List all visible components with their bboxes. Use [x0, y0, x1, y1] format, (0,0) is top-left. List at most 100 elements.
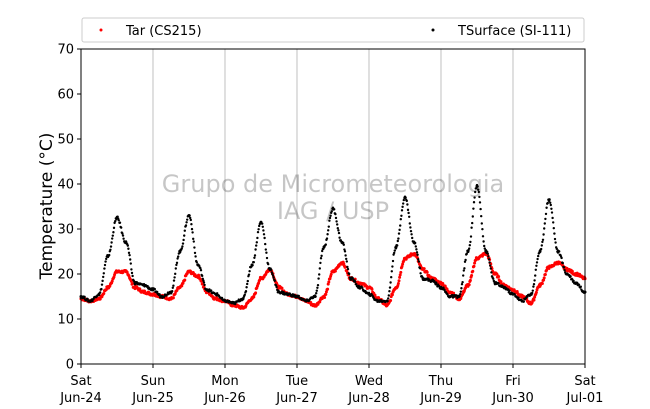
data-point: [546, 201, 549, 205]
data-point: [109, 245, 113, 248]
data-point: [532, 282, 536, 286]
data-point: [175, 261, 179, 265]
data-point: [86, 297, 89, 301]
data-point: [484, 250, 488, 253]
data-point: [317, 277, 320, 280]
data-point: [411, 236, 414, 240]
data-point: [452, 291, 456, 295]
data-point: [520, 295, 524, 298]
data-point: [322, 245, 326, 249]
data-point: [330, 210, 333, 213]
data-point: [172, 284, 175, 287]
data-point: [112, 226, 116, 230]
data-point: [556, 250, 560, 253]
data-point: [477, 190, 480, 194]
data-point: [469, 235, 473, 238]
data-point: [171, 286, 174, 289]
data-point: [556, 261, 560, 265]
data-point: [156, 290, 159, 294]
data-point: [192, 237, 195, 241]
data-point: [465, 252, 468, 255]
data-point: [268, 268, 272, 271]
data-point: [574, 281, 578, 285]
data-point: [478, 201, 482, 204]
data-point: [175, 288, 179, 292]
data-point: [246, 279, 249, 283]
data-point: [315, 289, 318, 292]
y-tick-label: 50: [57, 133, 74, 148]
data-point: [435, 281, 438, 284]
data-point: [534, 274, 537, 277]
data-point: [536, 257, 539, 261]
data-point: [103, 267, 106, 270]
data-point: [232, 301, 236, 305]
data-point: [115, 216, 119, 220]
data-point: [325, 237, 329, 240]
data-point: [480, 222, 483, 225]
data-point: [265, 256, 269, 260]
data-point: [475, 256, 479, 260]
data-point: [520, 299, 524, 303]
data-point: [256, 230, 260, 234]
data-point: [493, 281, 497, 285]
data-point: [410, 233, 413, 236]
data-point: [151, 292, 155, 296]
data-point: [547, 198, 551, 202]
data-point: [544, 212, 548, 216]
data-point: [385, 304, 389, 307]
data-point: [534, 290, 538, 294]
data-point: [183, 234, 186, 237]
data-point: [408, 215, 411, 218]
data-point: [253, 254, 257, 257]
data-point: [313, 304, 317, 307]
data-point: [342, 243, 345, 246]
data-point: [103, 263, 107, 267]
y-tick-label: 30: [57, 223, 74, 238]
data-point: [329, 214, 332, 217]
data-point: [399, 224, 402, 227]
data-point: [130, 271, 134, 275]
data-point: [540, 282, 544, 286]
data-point: [253, 256, 256, 259]
data-point: [127, 251, 131, 255]
data-point: [127, 247, 130, 250]
legend-box: [81, 17, 585, 43]
data-point: [193, 251, 197, 255]
data-point: [543, 227, 546, 230]
data-point: [214, 292, 218, 296]
data-point: [403, 256, 407, 260]
data-point: [114, 220, 117, 223]
data-point: [122, 237, 125, 240]
data-point: [393, 251, 396, 255]
data-point: [499, 280, 503, 284]
data-point: [459, 290, 462, 293]
data-point: [466, 283, 470, 287]
data-point: [470, 273, 474, 277]
data-point: [464, 258, 467, 262]
data-point: [264, 242, 267, 246]
data-point: [177, 255, 180, 258]
data-point: [553, 237, 557, 241]
data-point: [331, 207, 335, 211]
data-point: [178, 250, 182, 253]
y-tick-label: 60: [57, 88, 74, 103]
data-point: [517, 296, 520, 299]
y-tick-label: 40: [57, 178, 74, 193]
data-point: [399, 270, 403, 274]
data-point: [120, 226, 123, 229]
data-point: [151, 288, 155, 292]
legend: Tar (CS215) TSurface (SI-111): [81, 17, 585, 43]
data-point: [337, 231, 341, 235]
data-point: [387, 294, 390, 297]
data-point: [389, 299, 393, 303]
data-point: [248, 269, 251, 273]
data-point: [174, 272, 177, 276]
data-point: [250, 263, 254, 267]
data-point: [480, 214, 483, 218]
data-point: [460, 287, 463, 290]
data-point: [102, 272, 106, 275]
data-point: [322, 295, 326, 298]
data-point: [393, 249, 396, 252]
data-point: [570, 269, 574, 273]
data-point: [461, 280, 464, 284]
